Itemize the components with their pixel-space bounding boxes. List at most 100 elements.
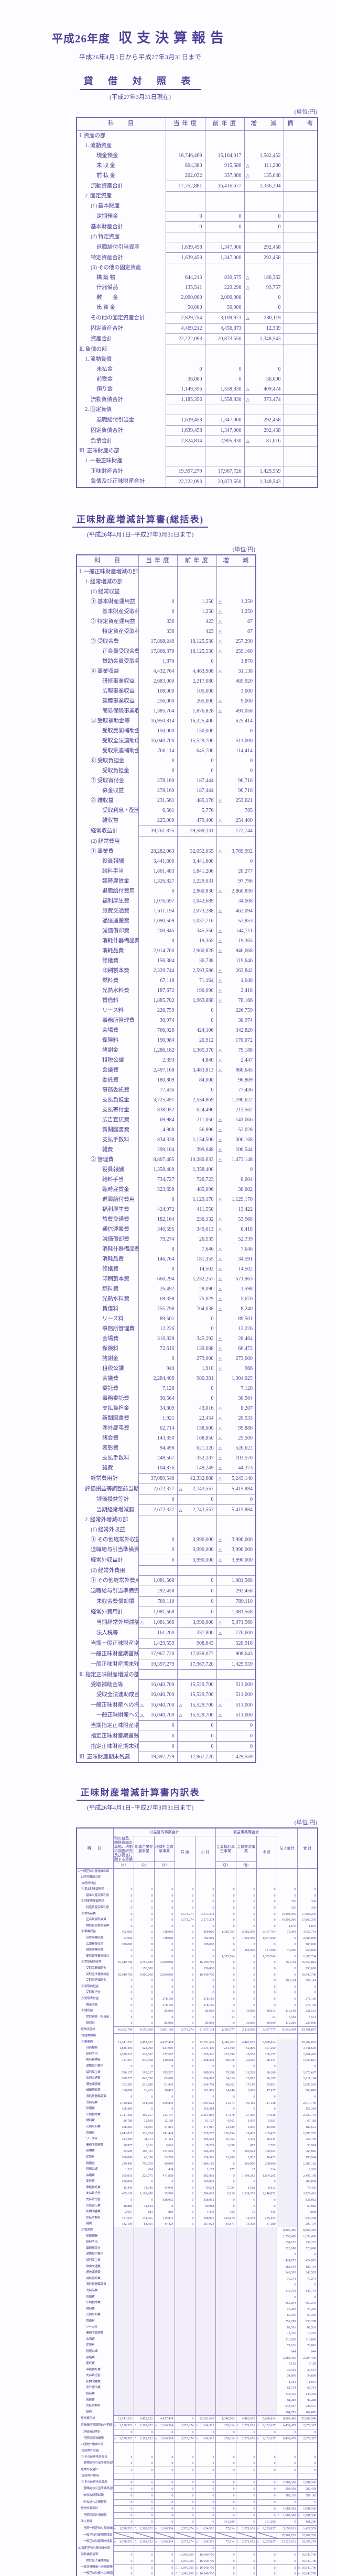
- table-row: 通信運搬費 762,583 210,680 61,445 0 1,034,708 38,66…: [77, 2081, 318, 2088]
- cell: 0: [297, 1983, 318, 1990]
- cell: [133, 2233, 154, 2240]
- cell: 0: [174, 1971, 195, 1978]
- cell: [154, 2263, 175, 2270]
- row-label: 経常外費用計: [81, 2507, 98, 2511]
- table-row: 支払負担金 3,725,491 2,534,869 1,190,622: [77, 1095, 256, 1105]
- table-row: 正味財産合計 19,397,279 17,967,720 1,429,559: [77, 465, 318, 477]
- cell: 235,423: [256, 2215, 277, 2222]
- cell: 0: [235, 1995, 257, 2002]
- row-label: (2) 経常費用: [91, 838, 120, 844]
- cell: 12,339: [244, 323, 284, 334]
- cell: 17,927: [256, 2088, 277, 2094]
- cell: 336: [138, 627, 177, 637]
- table-row: Ⅱ. 指定正味財産増減の部 0: [77, 2545, 318, 2552]
- cell: [194, 2532, 216, 2539]
- cell: 1,841,206: [177, 866, 216, 876]
- table-row: 経常外収益計 0 0 0 0 0 0 0 0 0 0: [77, 2466, 318, 2474]
- cell: 50,000: [204, 303, 244, 313]
- cell: 62,714: [138, 1423, 177, 1433]
- cell: [283, 140, 318, 151]
- cell: 0: [154, 2014, 175, 2021]
- cell: 1,903,622: [194, 2100, 216, 2106]
- cell: 1,348,543: [244, 333, 284, 344]
- cell: [154, 2258, 175, 2264]
- cell: [154, 2330, 175, 2337]
- table-row: 固定負債合計 1,639,458 1,347,000 292,458: [77, 425, 318, 436]
- cell: 0: [177, 1493, 216, 1504]
- decrease-triangle-icon: △: [218, 1455, 222, 1460]
- cell: [256, 2373, 277, 2379]
- cell: 1,081,568: [297, 2479, 318, 2486]
- table-row: 修繕費 156,384 0 0 0 156,384 0 0 0 156,384: [77, 2106, 318, 2112]
- row-label: ① 事業費: [91, 848, 114, 854]
- cell: 0: [133, 1899, 154, 1905]
- cell: 1,347,000: [204, 252, 244, 263]
- row-label: 雑収益: [86, 2021, 95, 2025]
- row-label: 委託費: [86, 2362, 95, 2366]
- table-row: (1) 経常外収益: [77, 1525, 256, 1535]
- cell: 316,828: [297, 2336, 318, 2343]
- cell-value: 93,757: [266, 285, 281, 291]
- table-row: 受取負担金 0 0 0 0 0 0 0 0 0 0: [77, 1990, 318, 1996]
- row-label: 当期経常外増減額: [83, 2513, 106, 2517]
- cell: △ 7,646: [216, 1244, 256, 1254]
- cell: [276, 2442, 298, 2448]
- table-row: 福利厚生費 1,076,697 1,042,689 34,008: [77, 896, 256, 906]
- cell: [113, 2288, 134, 2294]
- cell: 17,967,720: [177, 1752, 216, 1763]
- row-label: 1. 流動負債: [85, 356, 112, 362]
- cell: 0: [138, 1493, 177, 1504]
- table-row: 固定資産合計 4,469,212 4,456,873 12,339: [77, 323, 318, 334]
- cell: [256, 2361, 277, 2367]
- row-label: 評価損益等調整前当期経常増減額: [81, 2424, 113, 2427]
- row-label: 保険料: [102, 1037, 118, 1043]
- unit-label: (単位:円): [294, 1820, 317, 1826]
- cell: 13,600: [215, 2154, 236, 2161]
- cell: 19,397,279: [138, 1752, 177, 1763]
- cell: 944: [276, 2348, 298, 2355]
- cell: 0: [138, 1353, 177, 1364]
- row-label: ② 管理費: [81, 2228, 93, 2232]
- cell: [133, 2263, 154, 2270]
- cell-value: 16,040,700: [179, 2572, 194, 2576]
- cell: 0: [174, 2466, 195, 2474]
- cell: 0: [297, 1887, 318, 1893]
- code-ko1: 公1: [113, 1861, 134, 1869]
- table-row: 事務所管理費 12,226 12,226: [77, 2330, 318, 2337]
- cell: 292,458: [244, 425, 284, 436]
- cell: △ 141,066: [216, 1114, 256, 1125]
- cell: [174, 1868, 195, 1875]
- cell: [256, 2355, 277, 2361]
- cell: 161,200: [138, 1627, 177, 1638]
- cell: 621,120: [177, 1443, 216, 1453]
- cell: △ 14,502: [216, 1264, 256, 1274]
- cell-value: 100,544: [235, 1146, 253, 1153]
- cell: 30,974: [216, 1015, 256, 1025]
- cell: [154, 2391, 175, 2397]
- cell: [154, 2251, 175, 2258]
- cell: 0: [276, 2294, 298, 2301]
- cell: [276, 1868, 298, 1875]
- cell: 187,444: [177, 786, 216, 796]
- balance-sheet-head: 貸 借 対 照 表 (平成27年3月31日現在): [0, 74, 280, 101]
- cell: [256, 1880, 277, 1887]
- cell: [154, 2385, 175, 2392]
- cell: 10,280,633: [177, 1154, 216, 1165]
- fiscal-year: 平成26年度: [51, 32, 110, 45]
- cell: 624,000: [133, 2045, 154, 2051]
- cell: [133, 2033, 154, 2039]
- table-row: 保険料 72,616 139,088 △ 66,472: [77, 1343, 256, 1354]
- row-label: 事務所管理費: [102, 1017, 135, 1023]
- cell: 0: [174, 2203, 195, 2210]
- cell: 0: [133, 1990, 154, 1996]
- cell: 8,807,485: [276, 2415, 298, 2423]
- cell: 13,422: [216, 1204, 256, 1214]
- cell: [235, 2532, 257, 2539]
- cell: [174, 2245, 195, 2252]
- cell: 0: [177, 1731, 216, 1742]
- col-member-exchange-business: 会員交流事業: [235, 1835, 257, 1862]
- cell: 0: [154, 2571, 175, 2576]
- cell: 1,885,702: [138, 995, 177, 1006]
- cell: 0: [235, 2571, 257, 2576]
- table-row: 消耗什器備品費 0 19,365 △ 19,365: [77, 935, 256, 946]
